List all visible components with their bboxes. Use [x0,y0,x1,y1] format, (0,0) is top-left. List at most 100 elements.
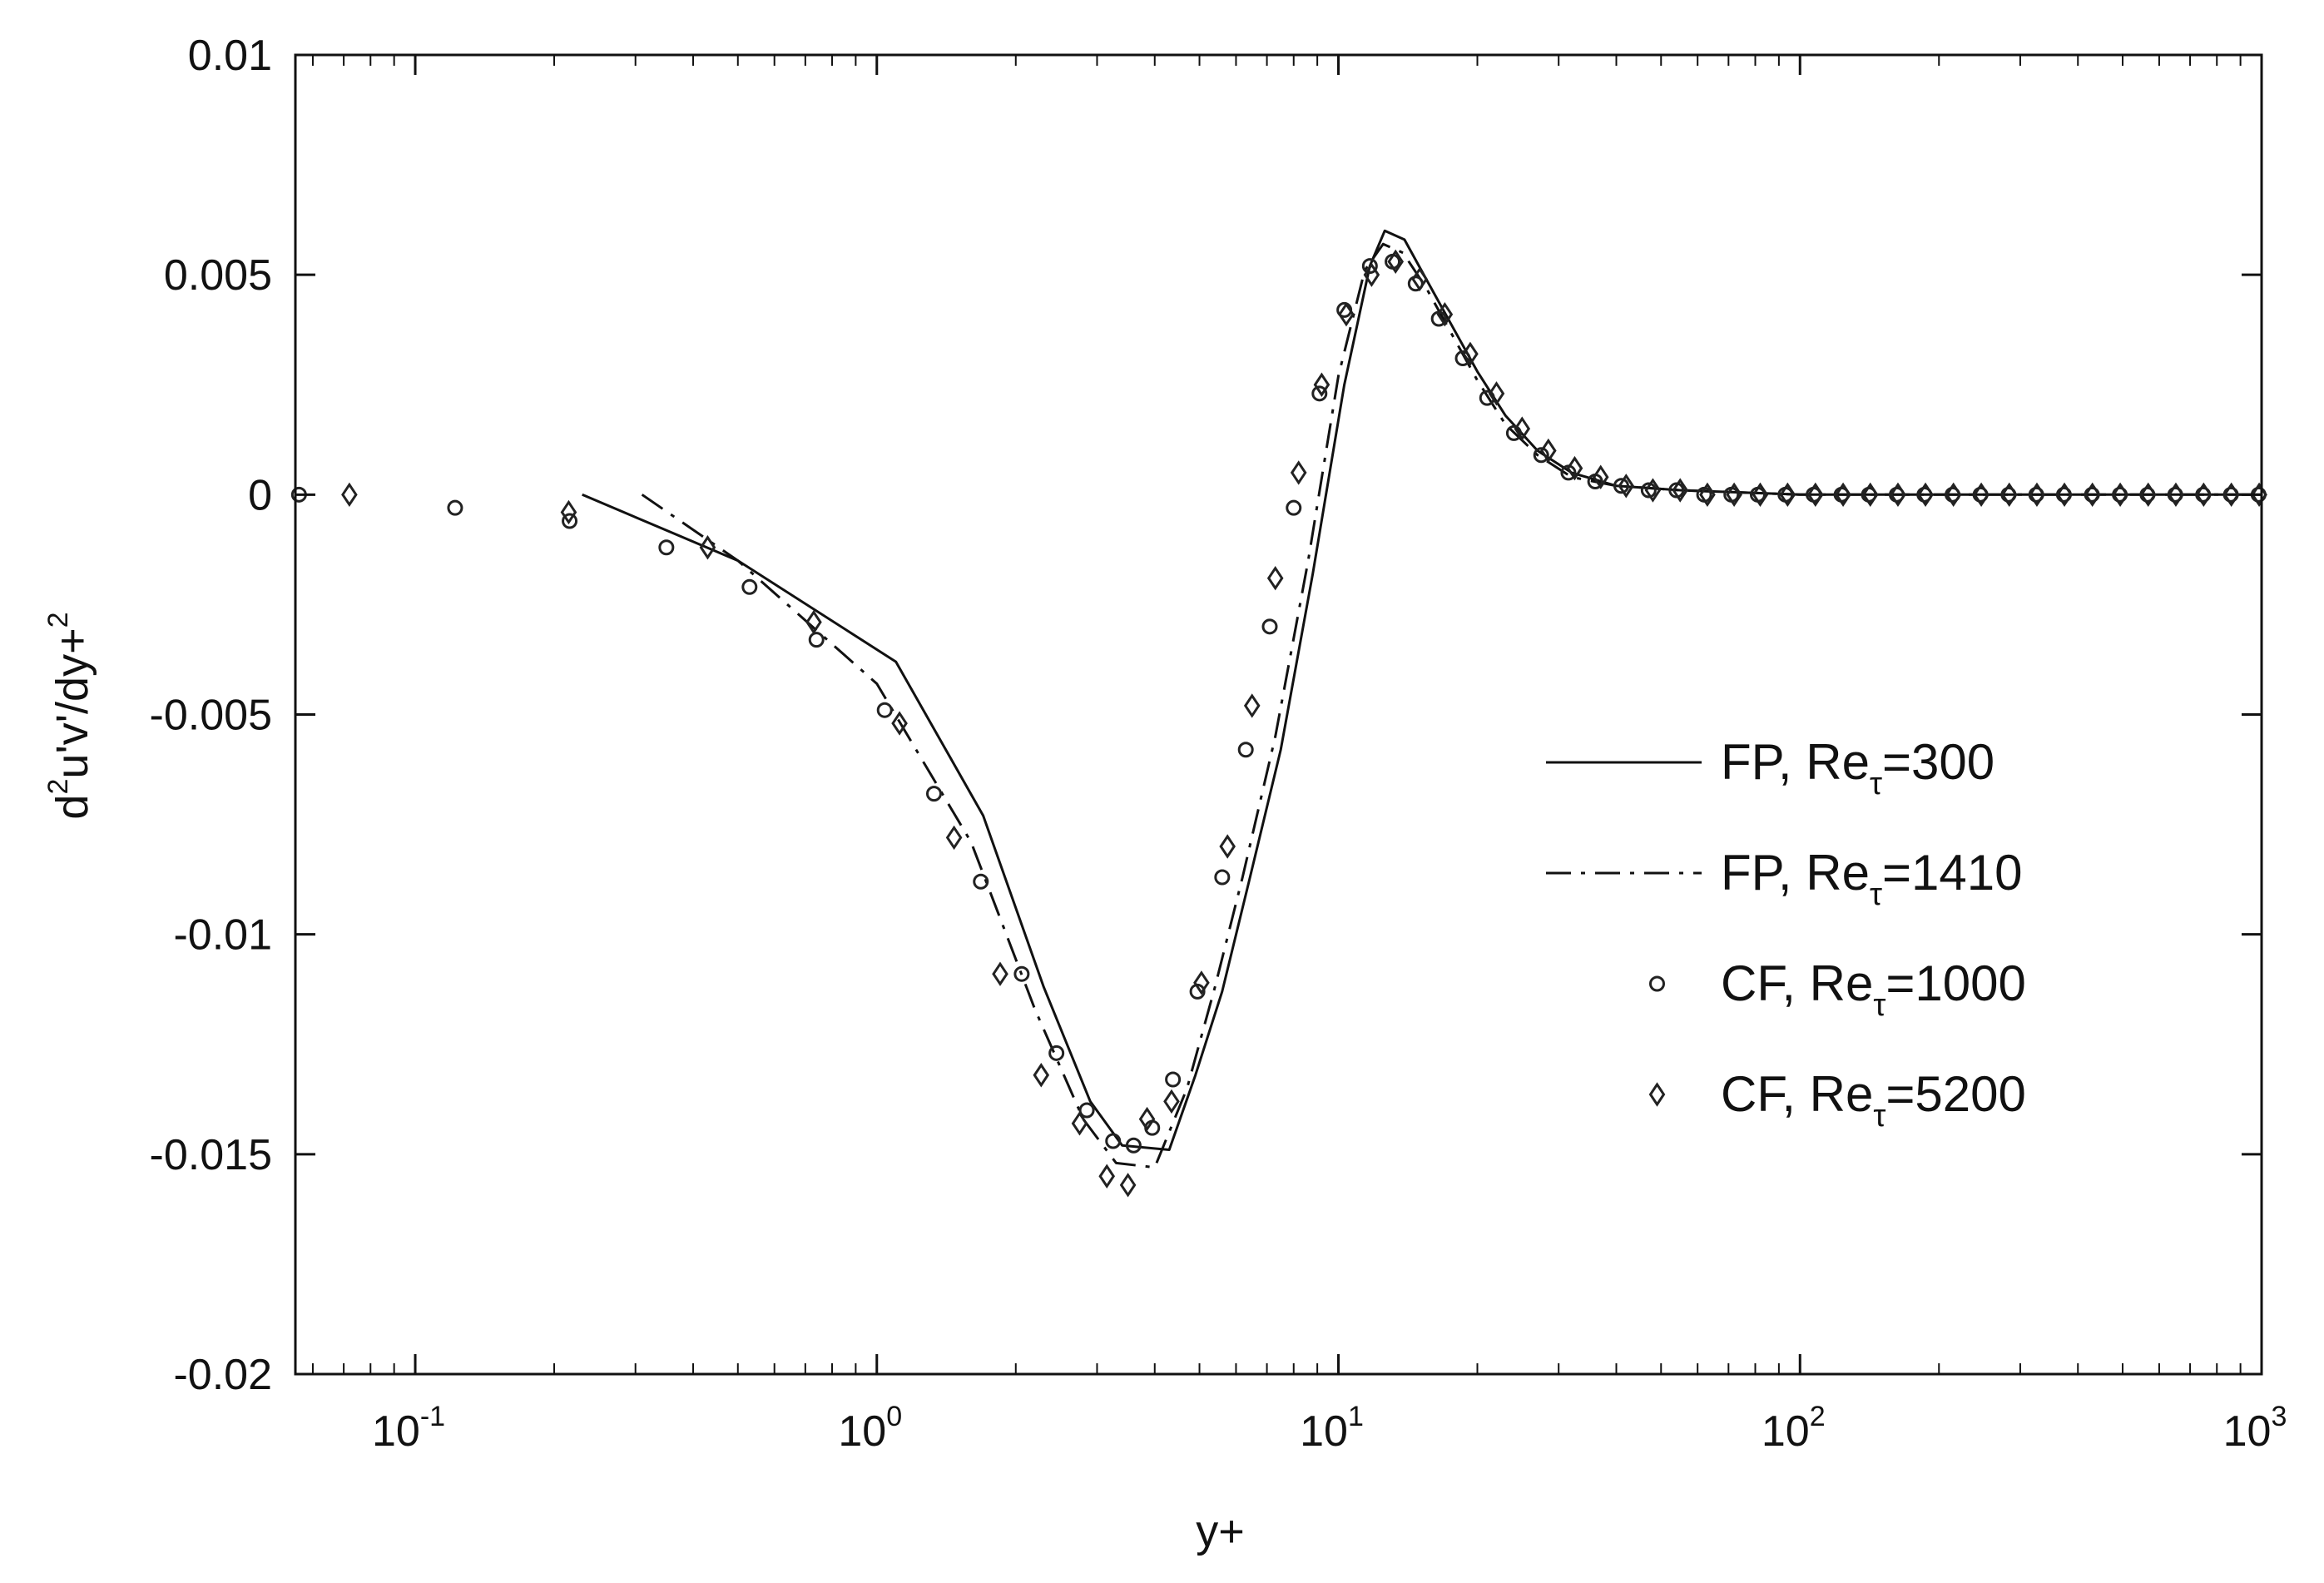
legend-label: CF, Reτ=5200 [1721,1066,2026,1134]
data-point [1592,464,1609,489]
y-tick-label: -0.015 [150,1131,272,1179]
data-point [1861,482,1879,508]
legend-item-1: FP, Reτ=300 [1546,734,1994,801]
x-tick-label-exponent: 0 [886,1401,902,1432]
data-point [2112,482,2128,508]
data-point [2084,482,2101,508]
data-point [1105,1133,1122,1149]
data-point [1752,482,1769,508]
data-point [1311,385,1328,402]
x-tick-label-exponent: 1 [1348,1401,1364,1432]
data-point [699,535,716,560]
plot-marks [290,229,2267,1198]
data-point [1138,1106,1156,1132]
y-axis-title-part: u'v'/dy+ [47,628,97,778]
data-point [1387,249,1405,275]
x-tick-label: 102 [1762,1401,1826,1456]
legend-marker-sample [1648,1082,1666,1107]
data-point [2251,482,2267,508]
data-point [1514,416,1531,441]
legend-label: CF, Reτ=1000 [1721,955,2026,1023]
data-point [1454,350,1471,367]
legend-label-tail: =1410 [1882,845,2023,901]
data-point [1237,742,1254,758]
data-point [1540,438,1557,464]
y-tick-label: 0.01 [188,32,272,80]
data-point [2000,482,2018,508]
data-point [945,825,963,851]
data-point [1566,455,1583,481]
data-point [1033,1063,1050,1088]
data-point [1613,478,1629,494]
data-point [1243,693,1261,718]
y-tick-label: -0.02 [173,1351,272,1399]
x-tick-label-exponent: 2 [1810,1401,1826,1432]
data-point [1290,460,1307,485]
legend-label-main: CF, Re [1721,955,1873,1011]
series-2 [641,242,2262,1169]
legend-item-3: CF, Reτ=1000 [1649,955,2026,1023]
legend-label-main: FP, Re [1721,734,1870,790]
legend-label-subscript: τ [1870,877,1882,912]
data-point [1806,482,1824,508]
y-tick-label: 0.005 [164,251,272,300]
data-point [1214,869,1231,886]
legend-label-tail: =300 [1882,734,1994,790]
x-tick-label-exponent: -1 [420,1401,445,1432]
data-point [876,702,893,718]
x-tick-label-base: 10 [1762,1407,1810,1456]
y-tick-label: 0 [248,471,272,519]
data-point [1078,1102,1095,1119]
legend-label-tail: =1000 [1885,955,2026,1011]
x-tick-label: 10-1 [372,1401,445,1456]
y-tick-label: -0.01 [173,911,272,960]
data-point [562,513,578,529]
data-point [447,499,463,516]
legend-label: FP, Reτ=1410 [1721,845,2023,912]
data-point [1835,482,1851,508]
y-axis-title: d2u'v'/dy+2 [42,612,97,819]
legend-label-subscript: τ [1873,988,1885,1023]
legend-marker-sample [1649,975,1665,992]
data-point [992,961,1008,986]
data-point [1640,482,1657,499]
data-point [560,499,577,525]
data-point [1779,482,1796,508]
data-point [2056,482,2073,508]
data-point [1363,262,1380,287]
data-point [2195,482,2213,508]
data-point [2222,482,2240,508]
data-point [2139,482,2157,508]
legend-item-4: CF, Reτ=5200 [1648,1066,2026,1134]
data-point [1917,482,1934,508]
data-point [808,632,825,648]
data-point [1163,1089,1180,1114]
legend-item-2: FP, Reτ=1410 [1546,845,2023,912]
data-point [1726,482,1742,508]
data-point [1261,618,1278,635]
data-point [1266,566,1284,591]
legend-label-tail: =5200 [1885,1066,2026,1122]
axis-ticks [295,53,2263,1376]
x-tick-label: 101 [1300,1401,1364,1456]
data-point [1462,341,1479,366]
data-point [1945,482,1962,508]
data-point [1338,302,1355,327]
data-point [1193,970,1210,995]
legend-label-subscript: τ [1870,767,1882,801]
data-point [891,711,908,736]
x-tick-label-base: 10 [838,1407,886,1456]
data-point [1618,474,1635,499]
data-point [1048,1045,1065,1061]
data-point [1165,1071,1182,1088]
x-tick-label: 100 [838,1401,902,1456]
data-point [1533,447,1549,464]
data-point [1119,1173,1137,1198]
data-point [1699,482,1716,508]
x-tick-label-base: 10 [2223,1407,2272,1456]
data-point [1672,478,1689,503]
y-axis-title-superscript: 2 [42,779,74,795]
